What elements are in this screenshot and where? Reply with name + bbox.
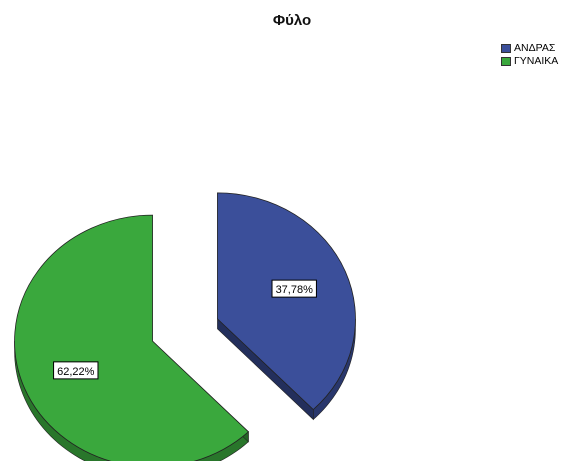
- pie-slice-group-gynaika: 62,22%: [14, 214, 249, 461]
- slice-label-andras: 37,78%: [276, 284, 314, 296]
- legend-item-gynaika: ΓΥΝΑΙΚΑ: [501, 55, 558, 67]
- pie-slice-andras: [217, 192, 356, 411]
- legend-swatch-gynaika: [501, 56, 511, 66]
- slice-label-box-andras: [271, 279, 317, 298]
- slice-label-gynaika: 62,22%: [57, 366, 95, 378]
- pie-slice-group-andras: 37,78%: [217, 192, 356, 421]
- legend-swatch-andras: [501, 43, 511, 53]
- legend-label-gynaika: ΓΥΝΑΙΚΑ: [514, 55, 559, 67]
- slice-label-box-gynaika: [53, 361, 99, 380]
- legend-label-andras: ΑΝΔΡΑΣ: [514, 42, 556, 54]
- chart-title: Φύλο: [272, 12, 312, 29]
- legend-item-andras: ΑΝΔΡΑΣ: [501, 42, 558, 54]
- legend: ΑΝΔΡΑΣ ΓΥΝΑΙΚΑ: [501, 42, 558, 68]
- pie-slice-gynaika: [14, 214, 249, 461]
